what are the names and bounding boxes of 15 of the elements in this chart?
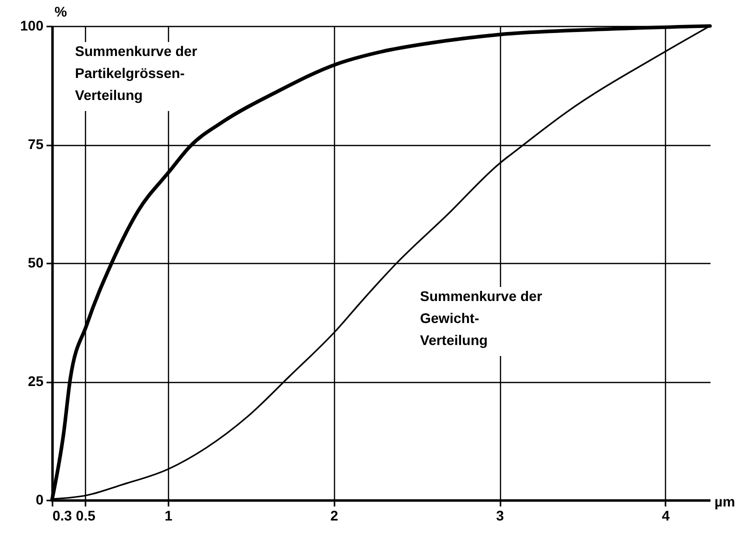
x-tick-label: 2 (330, 508, 338, 524)
x-tick-label: 3 (496, 508, 504, 524)
x-tick-label: 0.5 (76, 508, 96, 524)
x-axis-title: µm (714, 494, 736, 510)
y-tick-label: 50 (28, 254, 44, 270)
x-tick-label: 4 (662, 508, 670, 524)
y-tick-label: 100 (20, 18, 44, 34)
y-tick-label: 0 (36, 492, 44, 508)
x-tick-label: 0.3 (52, 508, 72, 524)
x-tick-label: 1 (164, 508, 173, 524)
text: Summenkurve der Gewicht- Verteilung (420, 288, 543, 348)
y-tick-label: 25 (28, 373, 44, 389)
text: Summenkurve der Partikelgrössen- Verteilung (75, 43, 198, 103)
y-tick-label: 75 (28, 136, 44, 152)
y-axis-title: % (54, 4, 68, 20)
